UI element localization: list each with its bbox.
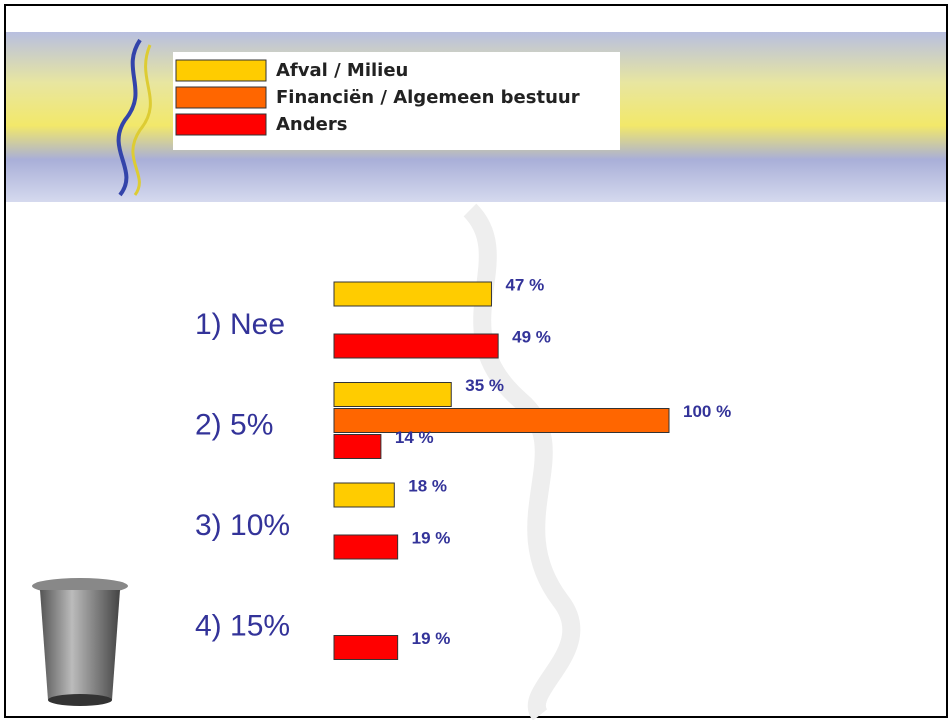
value-label: 100 % (683, 402, 731, 421)
value-label: 18 % (408, 476, 447, 495)
legend-swatch (175, 86, 267, 109)
value-label: 35 % (465, 376, 504, 395)
bar (333, 281, 492, 307)
value-label: 49 % (512, 327, 551, 346)
legend-label: Financiën / Algemeen bestuur (276, 87, 580, 108)
bar (333, 408, 670, 433)
bar (333, 333, 499, 359)
value-label: 47 % (505, 275, 544, 294)
bar (333, 434, 382, 459)
category-label: 2) 5% (195, 408, 273, 441)
legend-label: Afval / Milieu (276, 60, 408, 81)
river-logo (131, 44, 152, 196)
legend-label: Anders (276, 114, 347, 135)
legend-swatch (175, 59, 267, 82)
bar (333, 482, 395, 508)
bar (333, 382, 452, 407)
value-label: 19 % (412, 629, 451, 648)
value-label: 14 % (395, 428, 434, 447)
bar (333, 534, 399, 560)
category-label: 1) Nee (195, 308, 285, 341)
value-label: 19 % (412, 528, 451, 547)
river-logo (116, 38, 142, 197)
legend-swatch (175, 113, 267, 136)
trash-can (32, 578, 128, 706)
category-label: 4) 15% (195, 609, 290, 642)
category-label: 3) 10% (195, 509, 290, 542)
bar (333, 635, 399, 660)
